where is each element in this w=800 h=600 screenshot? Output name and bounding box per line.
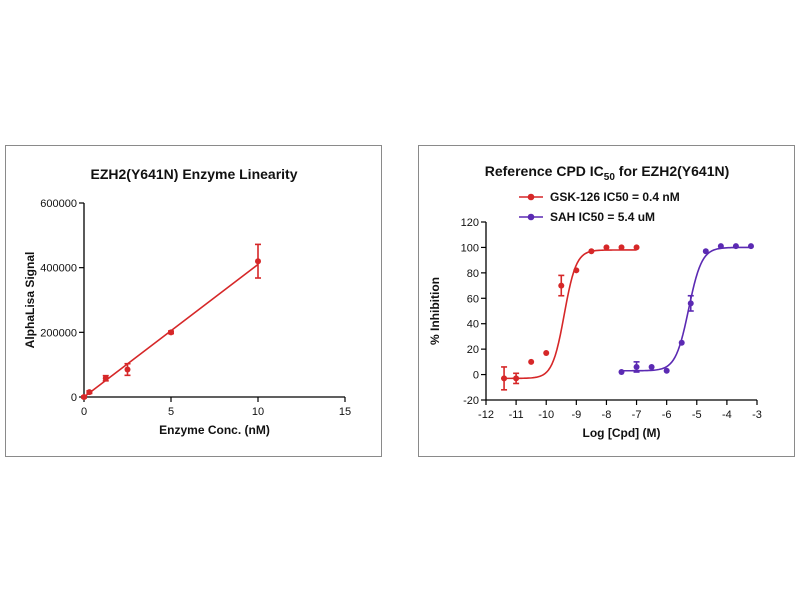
y-tick-label: 100 — [461, 242, 479, 254]
legend-label: GSK-126 IC50 = 0.4 nM — [550, 190, 680, 204]
x-axis-label: Log [Cpd] (M) — [583, 426, 661, 440]
x-tick-label: 5 — [168, 406, 174, 418]
fit-curve — [621, 246, 751, 372]
linearity-chart-panel: EZH2(Y641N) Enzyme Linearity 0 5 10 15 0 20000… — [5, 145, 382, 457]
data-point — [588, 248, 595, 255]
y-tick-label: 0 — [71, 392, 77, 404]
y-tick-label: 0 — [473, 370, 479, 382]
x-tick-label: -11 — [509, 409, 524, 421]
data-point — [633, 244, 640, 251]
x-tick-label: 10 — [252, 406, 264, 418]
y-tick-label: 20 — [467, 344, 479, 356]
y-tick-label: 600000 — [40, 198, 77, 210]
ic50-chart: Reference CPD IC50 for EZH2(Y641N) -12 -11… — [428, 163, 762, 440]
data-point — [124, 366, 131, 373]
linearity-chart: EZH2(Y641N) Enzyme Linearity 0 5 10 15 0 20000… — [23, 166, 351, 437]
data-point — [86, 389, 93, 396]
x-tick-label: 0 — [81, 406, 87, 418]
y-tick-label: 40 — [467, 319, 479, 331]
y-tick-label: 400000 — [40, 263, 77, 275]
y-tick-label: 60 — [467, 293, 479, 305]
data-point — [603, 244, 610, 251]
data-point — [678, 339, 685, 346]
data-point — [633, 363, 640, 370]
x-tick-label: -6 — [662, 409, 672, 421]
data-point — [501, 375, 508, 382]
data-point — [102, 375, 109, 382]
data-point — [747, 243, 754, 250]
y-tick-label: -20 — [463, 395, 479, 407]
x-tick-label: -9 — [571, 409, 581, 421]
y-axis-label: % Inhibition — [428, 277, 442, 345]
data-point — [618, 369, 625, 376]
x-tick-label: 15 — [339, 406, 351, 418]
data-point — [255, 258, 261, 265]
chart-title-subscript: 50 — [604, 172, 616, 183]
data-point — [558, 282, 565, 289]
fit-curve — [501, 249, 637, 380]
data-point — [573, 267, 580, 274]
ic50-chart-panel: Reference CPD IC50 for EZH2(Y641N) -12 -11… — [418, 145, 795, 457]
chart-title: EZH2(Y641N) Enzyme Linearity — [91, 166, 298, 182]
x-tick-label: -8 — [602, 409, 612, 421]
x-tick-label: -5 — [692, 409, 702, 421]
y-tick-label: 120 — [461, 217, 479, 229]
legend-marker — [527, 213, 535, 221]
data-point — [513, 375, 520, 382]
x-tick-label: -4 — [722, 409, 732, 421]
chart-title-suffix: for EZH2(Y641N) — [615, 163, 729, 179]
x-tick-label: -3 — [752, 409, 762, 421]
data-point — [702, 248, 709, 255]
data-point — [81, 394, 87, 400]
y-axis-label: AlphaLisa Signal — [23, 252, 37, 349]
legend-marker — [527, 193, 535, 201]
x-tick-label: -7 — [632, 409, 642, 421]
legend-label: SAH IC50 = 5.4 uM — [550, 210, 655, 224]
data-point — [687, 300, 694, 307]
chart-title-main: Reference CPD IC — [485, 163, 604, 179]
data-point — [663, 367, 670, 374]
x-tick-label: -10 — [538, 409, 554, 421]
y-tick-label: 200000 — [40, 327, 77, 339]
x-axis-label: Enzyme Conc. (nM) — [159, 423, 270, 437]
data-point — [543, 349, 550, 356]
chart-title: Reference CPD IC50 for EZH2(Y641N) — [485, 163, 730, 183]
data-point — [528, 358, 535, 365]
data-point — [168, 329, 174, 336]
x-tick-label: -12 — [478, 409, 494, 421]
data-point — [618, 244, 625, 251]
data-point — [732, 243, 739, 250]
data-point — [717, 243, 724, 250]
data-point — [648, 363, 655, 370]
y-tick-label: 80 — [467, 268, 479, 280]
